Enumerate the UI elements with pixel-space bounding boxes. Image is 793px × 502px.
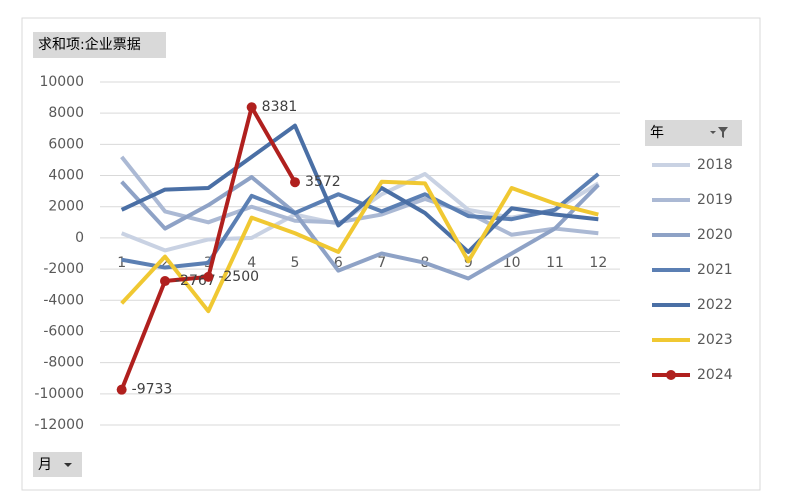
legend-label: 2022	[697, 297, 733, 313]
axis-button[interactable]: 月	[33, 452, 82, 477]
y-tick-label: -8000	[43, 355, 84, 371]
series-line	[120, 123, 599, 254]
dropdown-icon	[64, 463, 72, 467]
series-line	[120, 179, 599, 314]
data-label: 3572	[305, 174, 341, 190]
legend-label: 2020	[697, 227, 733, 243]
point	[160, 276, 170, 287]
legend-label: 2023	[697, 332, 733, 348]
y-tick-label: -6000	[43, 323, 84, 339]
data-label: -2500	[218, 269, 259, 285]
filter-icon	[710, 127, 728, 138]
button-label: 月	[38, 457, 52, 473]
y-tick-label: 4000	[48, 168, 84, 184]
x-tick-label: 11	[546, 255, 564, 271]
y-tick-label: -4000	[43, 292, 84, 308]
x-tick-label: 6	[334, 255, 343, 271]
y-tick-label: -10000	[34, 386, 84, 402]
legend-label: 2021	[697, 262, 733, 278]
button-label: 求和项:企业票据	[38, 36, 141, 53]
y-tick-label: -12000	[34, 417, 84, 433]
y-tick-label: 2000	[48, 199, 84, 215]
series-line	[121, 172, 600, 270]
y-tick-label: 6000	[48, 136, 84, 152]
y-tick-label: -2000	[43, 261, 84, 277]
legend-filter[interactable]: 年	[645, 120, 742, 146]
point	[290, 177, 300, 188]
legend-marker	[666, 370, 676, 380]
legend-label: 2024	[697, 367, 733, 383]
y-tick-label: 8000	[48, 105, 84, 121]
legend-label: 2019	[697, 192, 733, 208]
point	[116, 384, 127, 395]
x-tick-label: 7	[377, 255, 386, 271]
x-tick-label: 12	[589, 255, 607, 271]
x-tick-label: 4	[247, 255, 256, 271]
x-tick-label: 2	[161, 255, 170, 271]
legend-label: 2018	[697, 157, 733, 173]
legend-title: 年	[650, 125, 664, 141]
data-label: 8381	[262, 99, 298, 115]
point	[203, 271, 214, 282]
point	[246, 102, 257, 113]
y-tick-label: 10000	[39, 74, 84, 90]
button-bg	[645, 120, 742, 146]
x-tick-label: 1	[117, 255, 126, 271]
data-label: -9733	[132, 382, 173, 398]
y-tick-label: 0	[75, 230, 84, 246]
series-line	[120, 175, 600, 281]
button-bg	[33, 32, 166, 58]
x-tick-label: 5	[291, 255, 300, 271]
value-button[interactable]: 求和项:企业票据	[33, 32, 166, 58]
button-bg	[33, 452, 82, 477]
x-tick-label: 10	[503, 255, 521, 271]
